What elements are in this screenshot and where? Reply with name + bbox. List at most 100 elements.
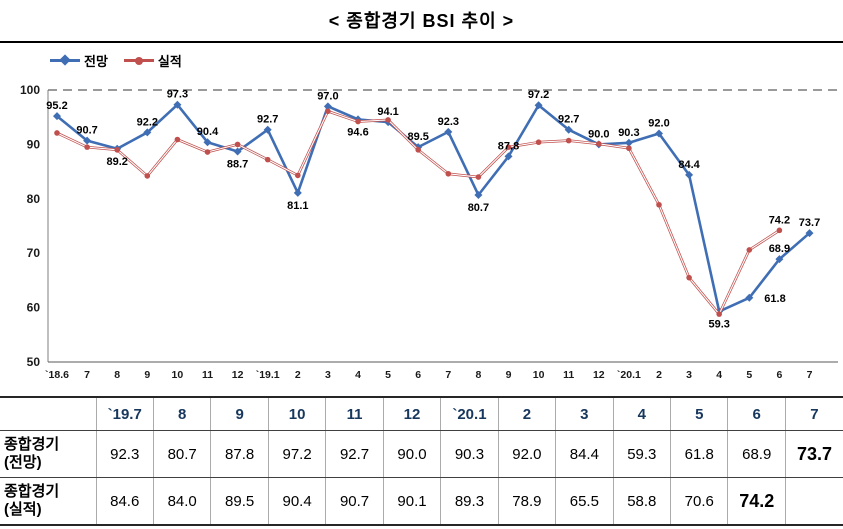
actual-marker bbox=[686, 274, 692, 281]
data-label: 97.3 bbox=[167, 89, 188, 101]
forecast-marker bbox=[143, 128, 152, 137]
table-cell: 84.6 bbox=[95, 477, 154, 526]
actual-marker bbox=[746, 247, 753, 253]
legend-label: 실적 bbox=[157, 54, 182, 69]
data-label: 90.4 bbox=[197, 126, 219, 138]
x-tick-label: 4 bbox=[355, 369, 361, 381]
table-cell: 58.8 bbox=[612, 477, 672, 526]
table-cell: 74.2 bbox=[727, 477, 786, 526]
actual-marker bbox=[295, 172, 301, 179]
actual-marker bbox=[565, 137, 572, 144]
x-tick-label: 2 bbox=[295, 369, 301, 381]
actual-marker bbox=[355, 118, 361, 125]
table-header-cell: 9 bbox=[210, 396, 269, 431]
table-cell: 90.0 bbox=[382, 430, 442, 478]
table-cell: 73.7 bbox=[784, 430, 843, 478]
x-tick-label: 8 bbox=[475, 369, 481, 381]
x-tick-label: 12 bbox=[232, 369, 244, 381]
x-tick-label: 7 bbox=[84, 369, 90, 381]
forecast-marker bbox=[263, 125, 272, 134]
legend-label: 전망 bbox=[84, 54, 108, 69]
table-header-cell: 12 bbox=[382, 396, 442, 431]
table-cell: 70.6 bbox=[670, 477, 729, 526]
forecast-marker bbox=[233, 147, 242, 156]
data-label: 88.7 bbox=[227, 158, 248, 170]
table-cell: 84.4 bbox=[555, 430, 614, 478]
actual-marker bbox=[114, 147, 120, 153]
table-header-cell: `20.1 bbox=[440, 396, 499, 431]
data-label: 81.1 bbox=[287, 200, 308, 212]
forecast-marker bbox=[83, 136, 92, 145]
circle-marker-icon bbox=[123, 56, 154, 65]
table-cell: 90.7 bbox=[325, 477, 384, 526]
forecast-marker bbox=[53, 112, 61, 121]
table-cell: 68.9 bbox=[727, 430, 786, 478]
forecast-marker bbox=[293, 188, 302, 197]
table-cell: 97.2 bbox=[267, 430, 327, 478]
x-tick-label: 6 bbox=[776, 369, 782, 381]
table-cell: 89.5 bbox=[210, 477, 269, 526]
forecast-marker bbox=[173, 100, 182, 109]
data-label: 92.7 bbox=[257, 114, 278, 126]
chart-legend: 전망 실적 bbox=[50, 51, 182, 70]
x-tick-label: `19.1 bbox=[256, 369, 280, 381]
table-cell bbox=[784, 477, 843, 526]
legend-item-actual: 실적 bbox=[123, 51, 182, 70]
table-cell: 92.3 bbox=[95, 430, 154, 478]
table-header-cell: 11 bbox=[325, 396, 384, 431]
actual-marker bbox=[505, 144, 512, 150]
data-label: 74.2 bbox=[769, 214, 790, 226]
table-header-row: `19.7 8 9 10 11 12 `20.1 2 3 4 5 6 7 bbox=[0, 396, 843, 431]
y-tick-label: 60 bbox=[27, 301, 41, 315]
table-header-cell: 4 bbox=[612, 396, 672, 431]
x-tick-label: 11 bbox=[202, 369, 213, 381]
actual-marker bbox=[325, 108, 331, 115]
row-label: 종합경기 (전망) bbox=[0, 430, 97, 478]
actual-marker bbox=[445, 170, 452, 177]
table-header-cell: `19.7 bbox=[95, 396, 154, 431]
legend-item-forecast: 전망 bbox=[50, 51, 108, 70]
x-tick-label: 12 bbox=[593, 369, 605, 381]
data-label: 59.3 bbox=[708, 318, 729, 330]
data-label: 95.2 bbox=[46, 100, 67, 112]
table-header-cell bbox=[0, 396, 97, 431]
actual-marker bbox=[204, 149, 211, 155]
data-label: 89.5 bbox=[407, 131, 428, 143]
x-tick-label: 5 bbox=[746, 369, 752, 381]
table-header-cell: 3 bbox=[555, 396, 614, 431]
data-label: 94.6 bbox=[347, 126, 368, 138]
x-tick-label: 2 bbox=[656, 369, 662, 381]
x-tick-label: `18.6 bbox=[45, 369, 69, 381]
forecast-marker bbox=[745, 293, 754, 302]
data-label: 84.4 bbox=[678, 159, 700, 171]
data-label: 94.1 bbox=[377, 106, 398, 118]
y-tick-label: 100 bbox=[20, 83, 40, 97]
data-label: 87.8 bbox=[498, 140, 519, 152]
data-label: 90.3 bbox=[618, 127, 639, 139]
forecast-marker bbox=[534, 101, 543, 110]
data-label: 61.8 bbox=[764, 293, 785, 305]
x-tick-label: `20.1 bbox=[617, 369, 641, 381]
data-label: 92.2 bbox=[137, 116, 158, 128]
x-tick-label: 7 bbox=[445, 369, 451, 381]
forecast-marker bbox=[203, 138, 212, 147]
forecast-marker bbox=[685, 170, 694, 179]
forecast-marker bbox=[775, 255, 784, 264]
table-cell: 61.8 bbox=[670, 430, 729, 478]
table-cell: 80.7 bbox=[152, 430, 212, 478]
table-row-actual: 종합경기 (실적) 84.6 84.0 89.5 90.4 90.7 90.1 89.3 78.9… bbox=[0, 477, 843, 526]
actual-marker bbox=[234, 141, 241, 148]
table-cell: 84.0 bbox=[152, 477, 212, 526]
data-label: 90.0 bbox=[588, 128, 609, 140]
x-tick-label: 9 bbox=[506, 369, 512, 381]
actual-marker bbox=[385, 117, 391, 123]
table-header-cell: 2 bbox=[497, 396, 557, 431]
actual-marker bbox=[596, 141, 602, 147]
x-tick-label: 5 bbox=[385, 369, 391, 381]
table-cell: 90.1 bbox=[382, 477, 442, 526]
data-label: 90.7 bbox=[76, 125, 97, 137]
table-cell: 59.3 bbox=[612, 430, 672, 478]
forecast-marker bbox=[474, 190, 483, 199]
